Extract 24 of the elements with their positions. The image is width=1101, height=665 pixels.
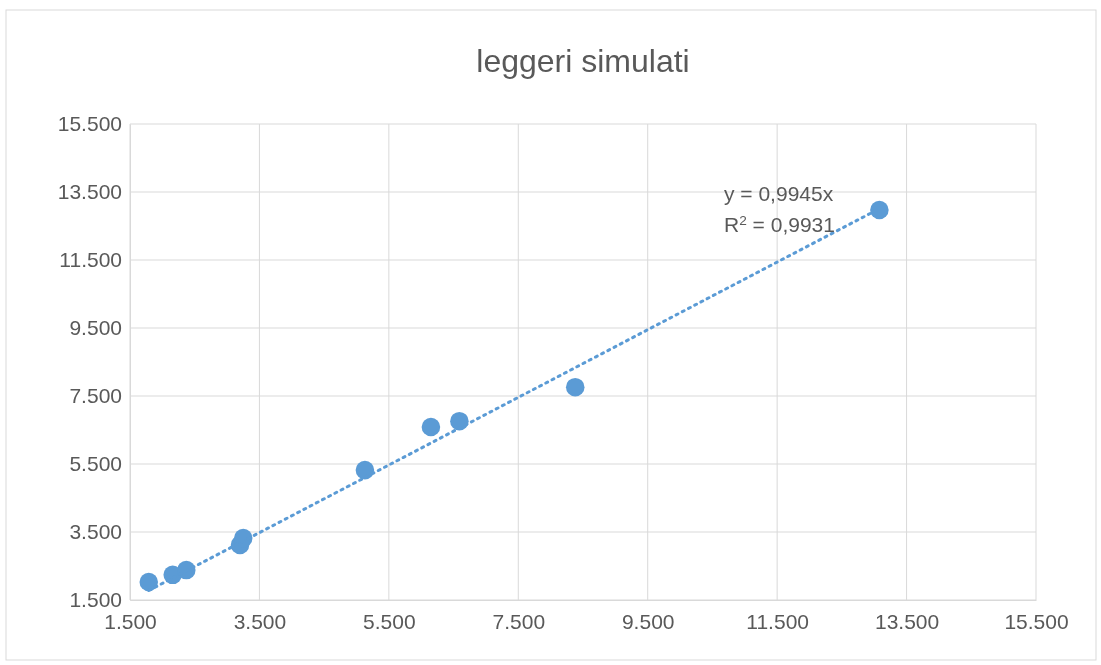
x-tick-label: 7.500	[492, 609, 546, 633]
chart-title: leggeri simulati	[476, 43, 690, 79]
x-tick-label: 11.500	[746, 609, 809, 633]
x-tick-label: 5.500	[363, 609, 416, 633]
y-tick-label: 3.500	[69, 520, 122, 544]
point	[565, 377, 585, 397]
x-tick-label: 1.500	[104, 609, 157, 633]
y-tick-label: 9.500	[69, 316, 122, 340]
x-tick-label: 15.500	[1004, 609, 1069, 633]
point	[870, 200, 889, 220]
x-tick-label: 9.500	[621, 609, 675, 633]
y-tick-label: 11.500	[59, 248, 122, 272]
y-tick-label: 5.500	[69, 452, 122, 476]
x-tick-label: 3.500	[233, 609, 287, 633]
y-tick-label: 1.500	[69, 588, 122, 612]
x-tick-label: 13.500	[874, 609, 940, 633]
y-tick-label: 13.500	[57, 180, 122, 204]
point	[421, 417, 441, 437]
point	[139, 572, 159, 592]
annotation: R$^{2}$ = 0,9931	[724, 212, 835, 236]
y-tick-label: 15.500	[57, 112, 122, 136]
point	[355, 460, 375, 480]
y-tick-label: 7.500	[69, 384, 122, 408]
annotation: y = 0,9945x	[724, 182, 834, 205]
